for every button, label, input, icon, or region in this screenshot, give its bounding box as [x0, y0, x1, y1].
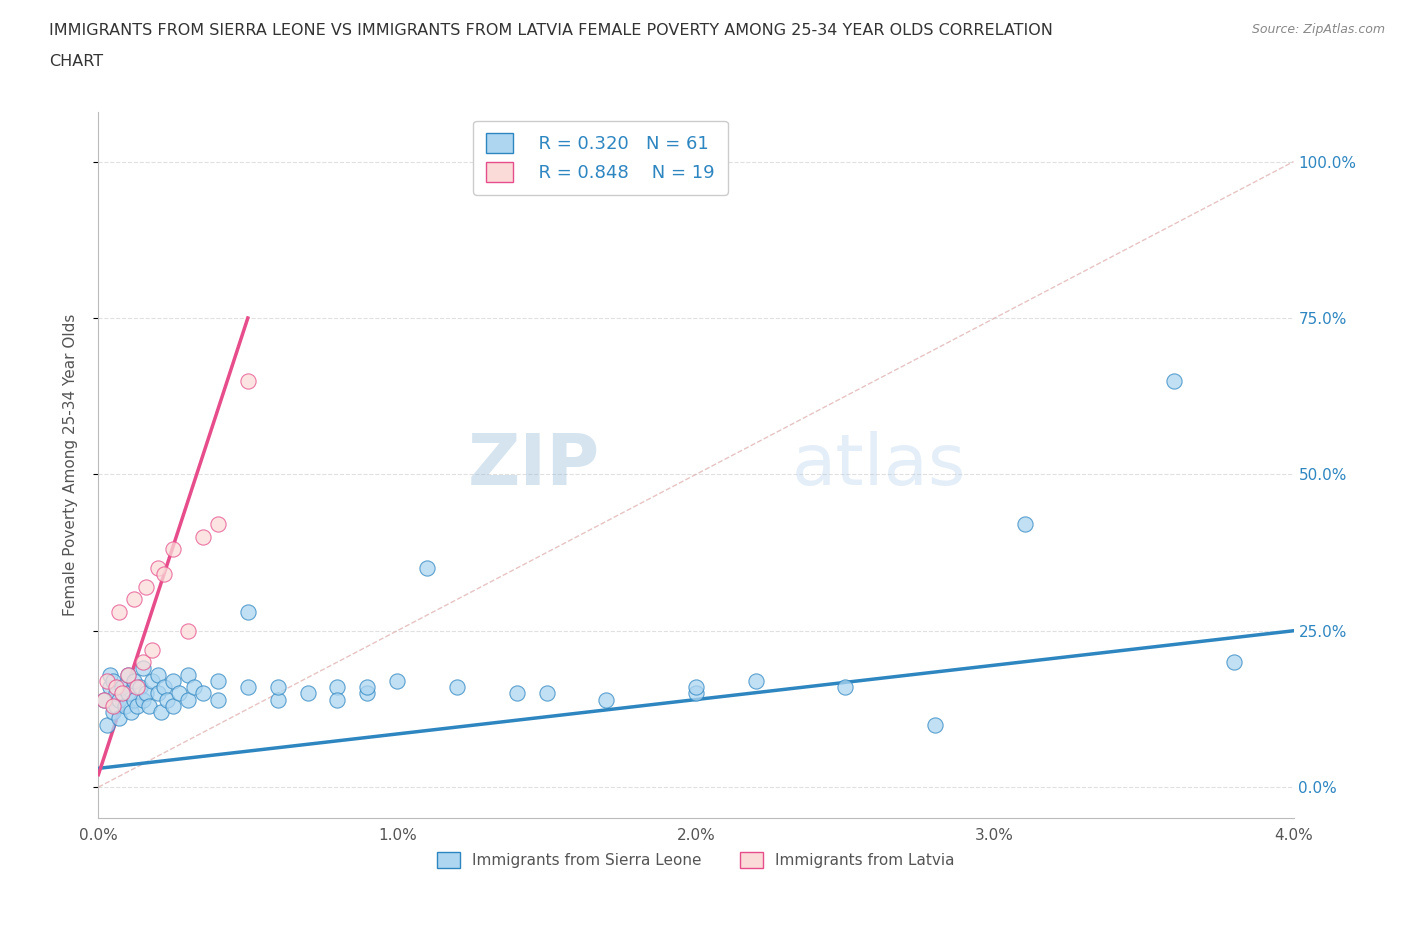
- Point: [138, 698, 160, 713]
- Text: Source: ZipAtlas.com: Source: ZipAtlas.com: [1251, 23, 1385, 36]
- Point: [356, 685, 378, 700]
- Point: [141, 642, 163, 657]
- Point: [132, 661, 155, 676]
- Point: [93, 692, 115, 707]
- Point: [150, 705, 173, 720]
- Point: [103, 698, 125, 713]
- Point: [267, 680, 290, 695]
- Point: [1223, 655, 1246, 670]
- Point: [326, 680, 349, 695]
- Point: [685, 685, 707, 700]
- Point: [1163, 373, 1185, 388]
- Point: [834, 680, 856, 695]
- Point: [117, 667, 139, 682]
- Text: IMMIGRANTS FROM SIERRA LEONE VS IMMIGRANTS FROM LATVIA FEMALE POVERTY AMONG 25-3: IMMIGRANTS FROM SIERRA LEONE VS IMMIGRAN…: [49, 23, 1053, 38]
- Point: [105, 685, 128, 700]
- Point: [236, 604, 259, 619]
- Point: [536, 685, 558, 700]
- Point: [156, 692, 179, 707]
- Y-axis label: Female Poverty Among 25-34 Year Olds: Female Poverty Among 25-34 Year Olds: [63, 313, 77, 617]
- Point: [117, 685, 139, 700]
- Point: [120, 705, 142, 720]
- Point: [124, 673, 146, 688]
- Point: [135, 685, 157, 700]
- Point: [183, 680, 205, 695]
- Point: [207, 673, 229, 688]
- Point: [153, 567, 176, 582]
- Point: [177, 623, 200, 638]
- Point: [207, 692, 229, 707]
- Point: [132, 692, 155, 707]
- Point: [446, 680, 468, 695]
- Point: [191, 685, 214, 700]
- Point: [385, 673, 409, 688]
- Point: [98, 680, 122, 695]
- Point: [117, 667, 139, 682]
- Point: [177, 692, 200, 707]
- Point: [167, 685, 190, 700]
- Point: [153, 680, 176, 695]
- Point: [416, 561, 439, 576]
- Point: [356, 680, 378, 695]
- Point: [132, 655, 155, 670]
- Point: [103, 705, 125, 720]
- Point: [108, 604, 131, 619]
- Point: [267, 692, 290, 707]
- Text: CHART: CHART: [49, 54, 103, 69]
- Point: [924, 717, 946, 732]
- Point: [207, 517, 229, 532]
- Point: [124, 692, 146, 707]
- Point: [98, 667, 122, 682]
- Point: [105, 698, 128, 713]
- Text: ZIP: ZIP: [468, 431, 600, 499]
- Point: [127, 698, 149, 713]
- Point: [108, 711, 131, 725]
- Point: [297, 685, 319, 700]
- Point: [129, 680, 152, 695]
- Point: [162, 542, 184, 557]
- Point: [96, 673, 118, 688]
- Point: [127, 680, 149, 695]
- Point: [135, 579, 157, 594]
- Point: [191, 529, 214, 544]
- Point: [162, 698, 184, 713]
- Point: [177, 667, 200, 682]
- Point: [595, 692, 617, 707]
- Point: [114, 698, 136, 713]
- Point: [96, 717, 118, 732]
- Point: [124, 592, 146, 607]
- Point: [93, 692, 115, 707]
- Point: [105, 680, 128, 695]
- Point: [148, 561, 170, 576]
- Point: [1014, 517, 1036, 532]
- Point: [108, 692, 131, 707]
- Point: [236, 373, 259, 388]
- Point: [685, 680, 707, 695]
- Point: [326, 692, 349, 707]
- Point: [111, 680, 134, 695]
- Point: [111, 685, 134, 700]
- Legend: Immigrants from Sierra Leone, Immigrants from Latvia: Immigrants from Sierra Leone, Immigrants…: [432, 845, 960, 874]
- Point: [148, 667, 170, 682]
- Point: [141, 673, 163, 688]
- Text: atlas: atlas: [792, 431, 966, 499]
- Point: [162, 673, 184, 688]
- Point: [103, 673, 125, 688]
- Point: [745, 673, 768, 688]
- Point: [236, 680, 259, 695]
- Point: [148, 685, 170, 700]
- Point: [506, 685, 529, 700]
